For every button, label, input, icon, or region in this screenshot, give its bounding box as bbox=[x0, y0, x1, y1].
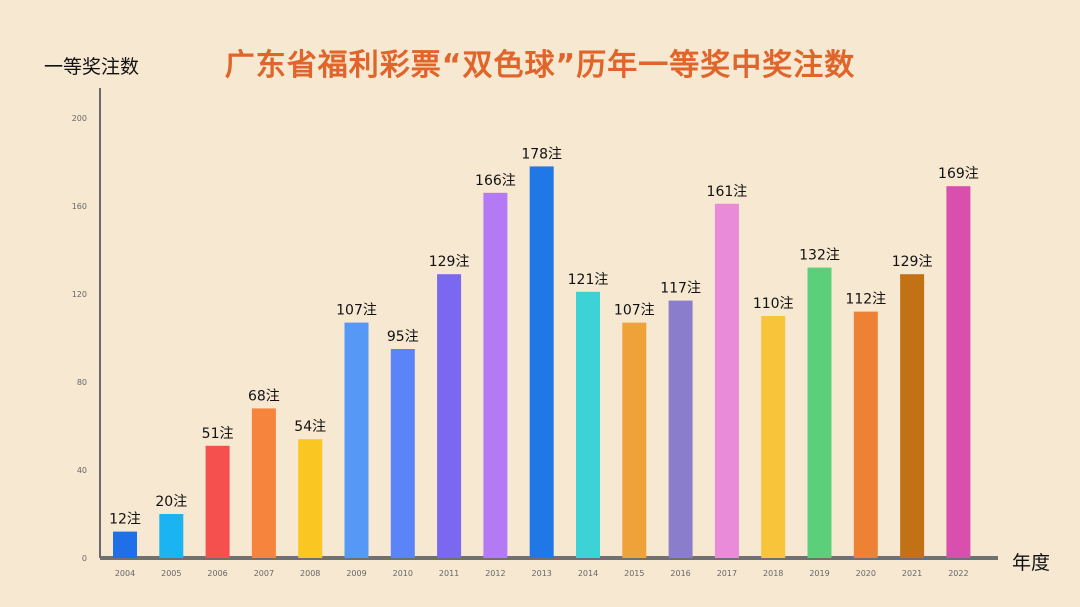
bar-2005 bbox=[159, 514, 184, 558]
data-label-2014: 121注 bbox=[568, 272, 609, 288]
data-label-2009: 107注 bbox=[336, 303, 377, 319]
y-axis-label: 一等奖注数 bbox=[44, 56, 140, 78]
data-label-2004: 12注 bbox=[109, 512, 141, 528]
x-tick-label-2011: 2011 bbox=[439, 569, 459, 578]
bar-2019 bbox=[807, 267, 832, 558]
bar-2008 bbox=[298, 439, 323, 558]
x-tick-label-2008: 2008 bbox=[300, 569, 320, 578]
data-label-2019: 132注 bbox=[799, 248, 840, 264]
x-tick-label-2013: 2013 bbox=[532, 569, 552, 578]
bar-2013 bbox=[529, 166, 554, 558]
x-tick-label-2005: 2005 bbox=[161, 569, 181, 578]
bar-2020 bbox=[853, 311, 878, 558]
data-label-2021: 129注 bbox=[892, 254, 933, 270]
data-label-2016: 117注 bbox=[660, 281, 701, 297]
bar-2018 bbox=[761, 316, 786, 558]
x-tick-label-2007: 2007 bbox=[254, 569, 274, 578]
data-label-2017: 161注 bbox=[707, 184, 748, 200]
x-tick-label-2020: 2020 bbox=[856, 569, 876, 578]
bar-2009 bbox=[344, 322, 369, 558]
y-tick-label: 200 bbox=[72, 114, 87, 123]
x-tick-label-2017: 2017 bbox=[717, 569, 737, 578]
x-tick-label-2012: 2012 bbox=[485, 569, 505, 578]
x-tick-label-2016: 2016 bbox=[670, 569, 690, 578]
bar-2011 bbox=[437, 274, 462, 558]
x-tick-label-2006: 2006 bbox=[207, 569, 227, 578]
y-tick-label: 80 bbox=[77, 378, 87, 387]
y-tick-label: 0 bbox=[82, 554, 87, 563]
bar-2012 bbox=[483, 192, 508, 559]
bar-2021 bbox=[900, 274, 925, 558]
bar-2017 bbox=[714, 203, 739, 559]
bar-2016 bbox=[668, 300, 693, 558]
data-label-2012: 166注 bbox=[475, 173, 516, 189]
bar-2022 bbox=[946, 186, 971, 558]
data-label-2005: 20注 bbox=[155, 494, 187, 510]
data-label-2018: 110注 bbox=[753, 296, 794, 312]
data-label-2011: 129注 bbox=[429, 254, 470, 270]
y-tick-label: 160 bbox=[72, 202, 87, 211]
x-tick-label-2018: 2018 bbox=[763, 569, 783, 578]
data-label-2020: 112注 bbox=[845, 292, 886, 308]
chart-title: 广东省福利彩票“双色球”历年一等奖中奖注数 bbox=[224, 48, 856, 83]
x-tick-label-2022: 2022 bbox=[948, 569, 968, 578]
bar-2014 bbox=[576, 291, 600, 558]
data-label-2007: 68注 bbox=[248, 388, 280, 404]
x-axis-label: 年度 bbox=[1012, 552, 1051, 574]
chart-bars: 12注 20注 51注 68注 54注 107注 95注 129注 166注 178注 121注 10… bbox=[109, 146, 979, 559]
x-tick-label-2015: 2015 bbox=[624, 569, 644, 578]
x-tick-label-2014: 2014 bbox=[578, 569, 598, 578]
x-tick-label-2009: 2009 bbox=[346, 569, 366, 578]
x-tick-label-2021: 2021 bbox=[902, 569, 922, 578]
data-label-2013: 178注 bbox=[521, 146, 562, 162]
bar-2010 bbox=[390, 349, 415, 558]
bar-2007 bbox=[251, 408, 276, 558]
bar-2006 bbox=[205, 445, 230, 558]
y-tick-label: 40 bbox=[77, 466, 87, 475]
data-label-2022: 169注 bbox=[938, 166, 979, 182]
data-label-2010: 95注 bbox=[387, 329, 419, 345]
y-tick-label: 120 bbox=[72, 290, 87, 299]
x-tick-label-2019: 2019 bbox=[809, 569, 829, 578]
data-label-2008: 54注 bbox=[294, 419, 326, 435]
x-tick-label-2010: 2010 bbox=[393, 569, 413, 578]
bar-2015 bbox=[622, 322, 647, 558]
data-label-2015: 107注 bbox=[614, 303, 655, 319]
x-tick-label-2004: 2004 bbox=[115, 569, 135, 578]
data-label-2006: 51注 bbox=[202, 426, 234, 442]
bar-2004 bbox=[113, 531, 137, 558]
